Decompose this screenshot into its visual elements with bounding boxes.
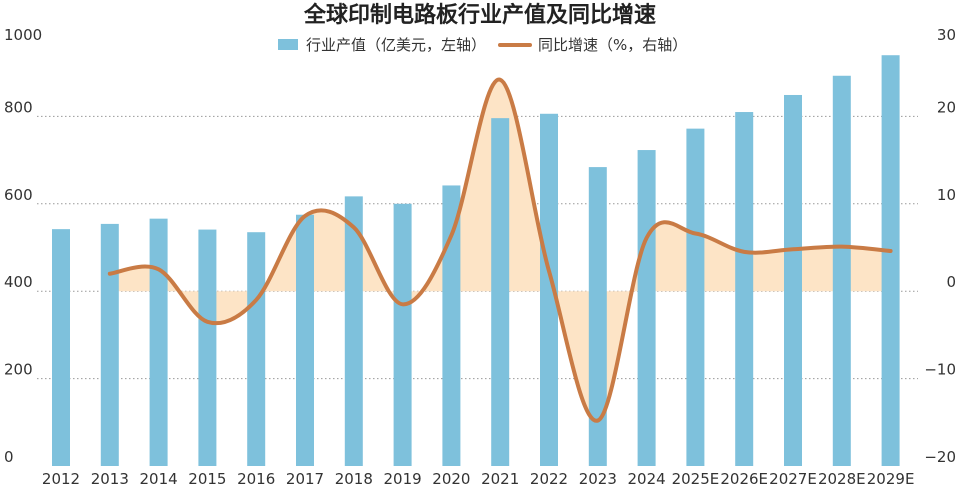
bars-group: [52, 55, 900, 467]
right-axis-ticks: −20 −10 0 10 20 30: [924, 26, 956, 466]
x-tick-2016: 2016: [237, 470, 275, 488]
legend-bar-label: 行业产值（亿美元，左轴）: [306, 36, 486, 54]
x-tick-2029E: 2029E: [867, 470, 915, 488]
legend-line-label: 同比增速（%，右轴）: [538, 36, 687, 54]
x-tick-2017: 2017: [286, 470, 324, 488]
x-tick-2015: 2015: [188, 470, 226, 488]
right-tick--10: −10: [924, 361, 956, 379]
bar-2013: [100, 223, 119, 466]
bar-2023: [588, 167, 607, 467]
x-tick-2027E: 2027E: [769, 470, 817, 488]
x-tick-2014: 2014: [140, 470, 178, 488]
left-tick-0: 0: [4, 448, 14, 466]
x-tick-2021: 2021: [481, 470, 519, 488]
x-tick-2019: 2019: [384, 470, 422, 488]
right-tick-10: 10: [937, 186, 956, 204]
x-tick-2024: 2024: [628, 470, 666, 488]
left-tick-800: 800: [4, 98, 33, 116]
right-tick-0: 0: [946, 273, 956, 291]
x-tick-2028E: 2028E: [818, 470, 866, 488]
x-tick-2018: 2018: [335, 470, 373, 488]
bar-2015: [198, 229, 217, 466]
left-tick-1000: 1000: [4, 26, 42, 44]
legend-bar-swatch: [278, 39, 298, 50]
left-tick-600: 600: [4, 186, 33, 204]
growth-line: [107, 77, 893, 423]
x-tick-2013: 2013: [91, 470, 129, 488]
bar-2022: [540, 113, 558, 466]
bar-2014: [149, 218, 168, 466]
bar-2021: [491, 118, 510, 466]
bar-2020: [442, 185, 461, 467]
right-tick--20: −20: [924, 448, 956, 466]
legend: 行业产值（亿美元，左轴） 同比增速（%，右轴）: [278, 36, 687, 54]
growth-line-group: [107, 77, 893, 423]
left-tick-400: 400: [4, 273, 33, 291]
right-tick-30: 30: [937, 26, 956, 44]
bar-2024: [637, 150, 656, 466]
bar-2017: [296, 214, 314, 466]
x-tick-2026E: 2026E: [720, 470, 768, 488]
x-tick-2025E: 2025E: [672, 470, 720, 488]
bar-2026E: [735, 112, 754, 466]
x-tick-2012: 2012: [42, 470, 80, 488]
bar-2016: [247, 232, 266, 466]
bar-2028E: [832, 75, 851, 466]
x-tick-2020: 2020: [432, 470, 470, 488]
bar-2029E: [881, 55, 900, 466]
bar-2019: [393, 203, 412, 467]
left-axis-ticks: 0 200 400 600 800 1000: [4, 26, 42, 466]
left-tick-200: 200: [4, 361, 33, 379]
bar-2012: [52, 229, 70, 466]
bar-2018: [344, 196, 363, 466]
chart-title: 全球印制电路板行业产值及同比增速: [303, 2, 656, 28]
x-axis-ticks: 2012 2013 2014 2015 2016 2017 2018 2019 2020 2021…: [42, 470, 915, 488]
x-tick-2023: 2023: [579, 470, 617, 488]
bar-2025E: [686, 128, 705, 467]
right-tick-20: 20: [937, 98, 956, 116]
x-tick-2022: 2022: [530, 470, 568, 488]
bar-2027E: [784, 94, 802, 466]
